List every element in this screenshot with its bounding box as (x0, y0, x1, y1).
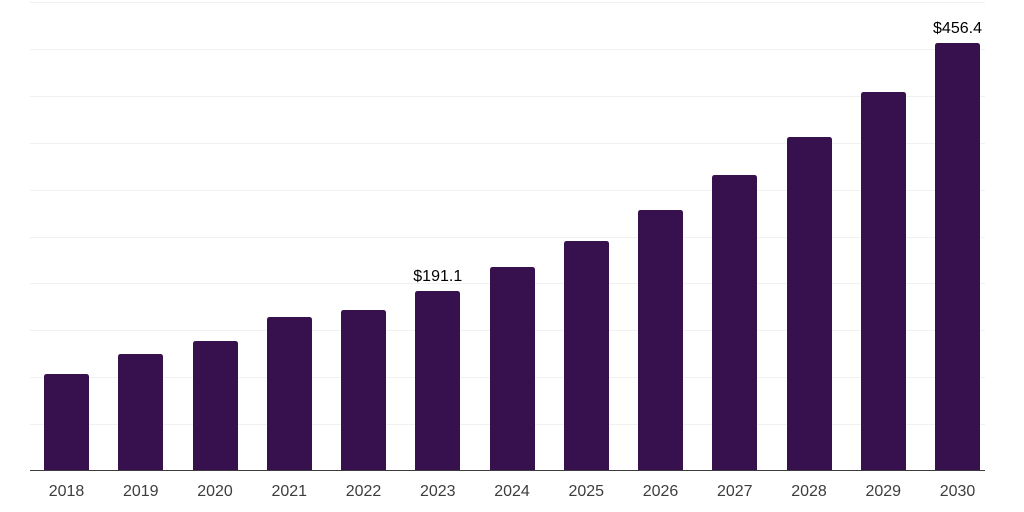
bar-2018 (44, 373, 89, 470)
bar-value-label-2030: $456.4 (933, 19, 982, 37)
bar-slot-2021 (266, 2, 312, 470)
bar-2027 (712, 174, 758, 470)
bar-slot-2029 (860, 2, 906, 470)
gridline (30, 142, 985, 144)
bar-2030 (935, 42, 980, 470)
gridline (30, 189, 985, 191)
bars-container: $191.1 $456.4 (44, 2, 982, 470)
bar-slot-2019 (118, 2, 164, 470)
x-axis-tick-label-2029: 2029 (865, 483, 902, 500)
x-axis-tick-label-2028: 2028 (791, 483, 827, 500)
x-axis-tick-label-2025: 2025 (568, 483, 605, 500)
plot-area: $191.1 $456.4 (30, 2, 985, 471)
bar-slot-2026 (638, 2, 683, 470)
x-axis-tick-label-2019: 2019 (122, 483, 159, 500)
bar-slot-2024 (489, 2, 535, 470)
bar-2026 (638, 210, 683, 470)
x-axis-tick-label-2018: 2018 (48, 483, 85, 500)
bar-2020 (192, 341, 238, 470)
bar-2024 (489, 266, 535, 470)
bar-2021 (266, 317, 312, 470)
bar-2025 (563, 240, 609, 470)
x-axis-tick-label-2020: 2020 (197, 483, 233, 500)
x-axis-labels: 2018 2019 2020 2021 2022 2023 2024 2025 2026 2027… (30, 483, 985, 500)
bar-2019 (118, 353, 164, 470)
bar-slot-2018 (44, 2, 89, 470)
bar-slot-2030: $456.4 (933, 2, 982, 470)
bar-value-label-2023: $191.1 (413, 268, 463, 286)
x-axis-tick-label-2027: 2027 (716, 483, 753, 500)
bar-slot-2020 (192, 2, 238, 470)
bar-slot-2022 (341, 2, 386, 470)
x-axis-tick-label-2024: 2024 (494, 483, 530, 500)
x-axis-tick-label-2030: 2030 (939, 483, 976, 500)
gridline (30, 2, 985, 3)
x-axis-line (30, 470, 985, 471)
bar-slot-2023: $191.1 (413, 2, 463, 470)
gridline (30, 95, 985, 97)
gridline (30, 236, 985, 238)
bar-2022 (341, 309, 386, 470)
x-axis-labels-row: 2018 2019 2020 2021 2022 2023 2024 2025 2026 2027… (44, 483, 980, 500)
bar-2028 (786, 136, 832, 470)
bar-slot-2025 (563, 2, 609, 470)
bar-slot-2028 (786, 2, 832, 470)
x-axis-tick-label-2022: 2022 (345, 483, 382, 500)
gridline (30, 48, 985, 50)
bar-2029 (860, 91, 906, 470)
x-axis-tick-label-2026: 2026 (642, 483, 679, 500)
bar-slot-2027 (712, 2, 758, 470)
x-axis-tick-label-2021: 2021 (271, 483, 308, 500)
x-axis-tick-label-2023: 2023 (419, 483, 456, 500)
bar-2023 (415, 291, 461, 470)
